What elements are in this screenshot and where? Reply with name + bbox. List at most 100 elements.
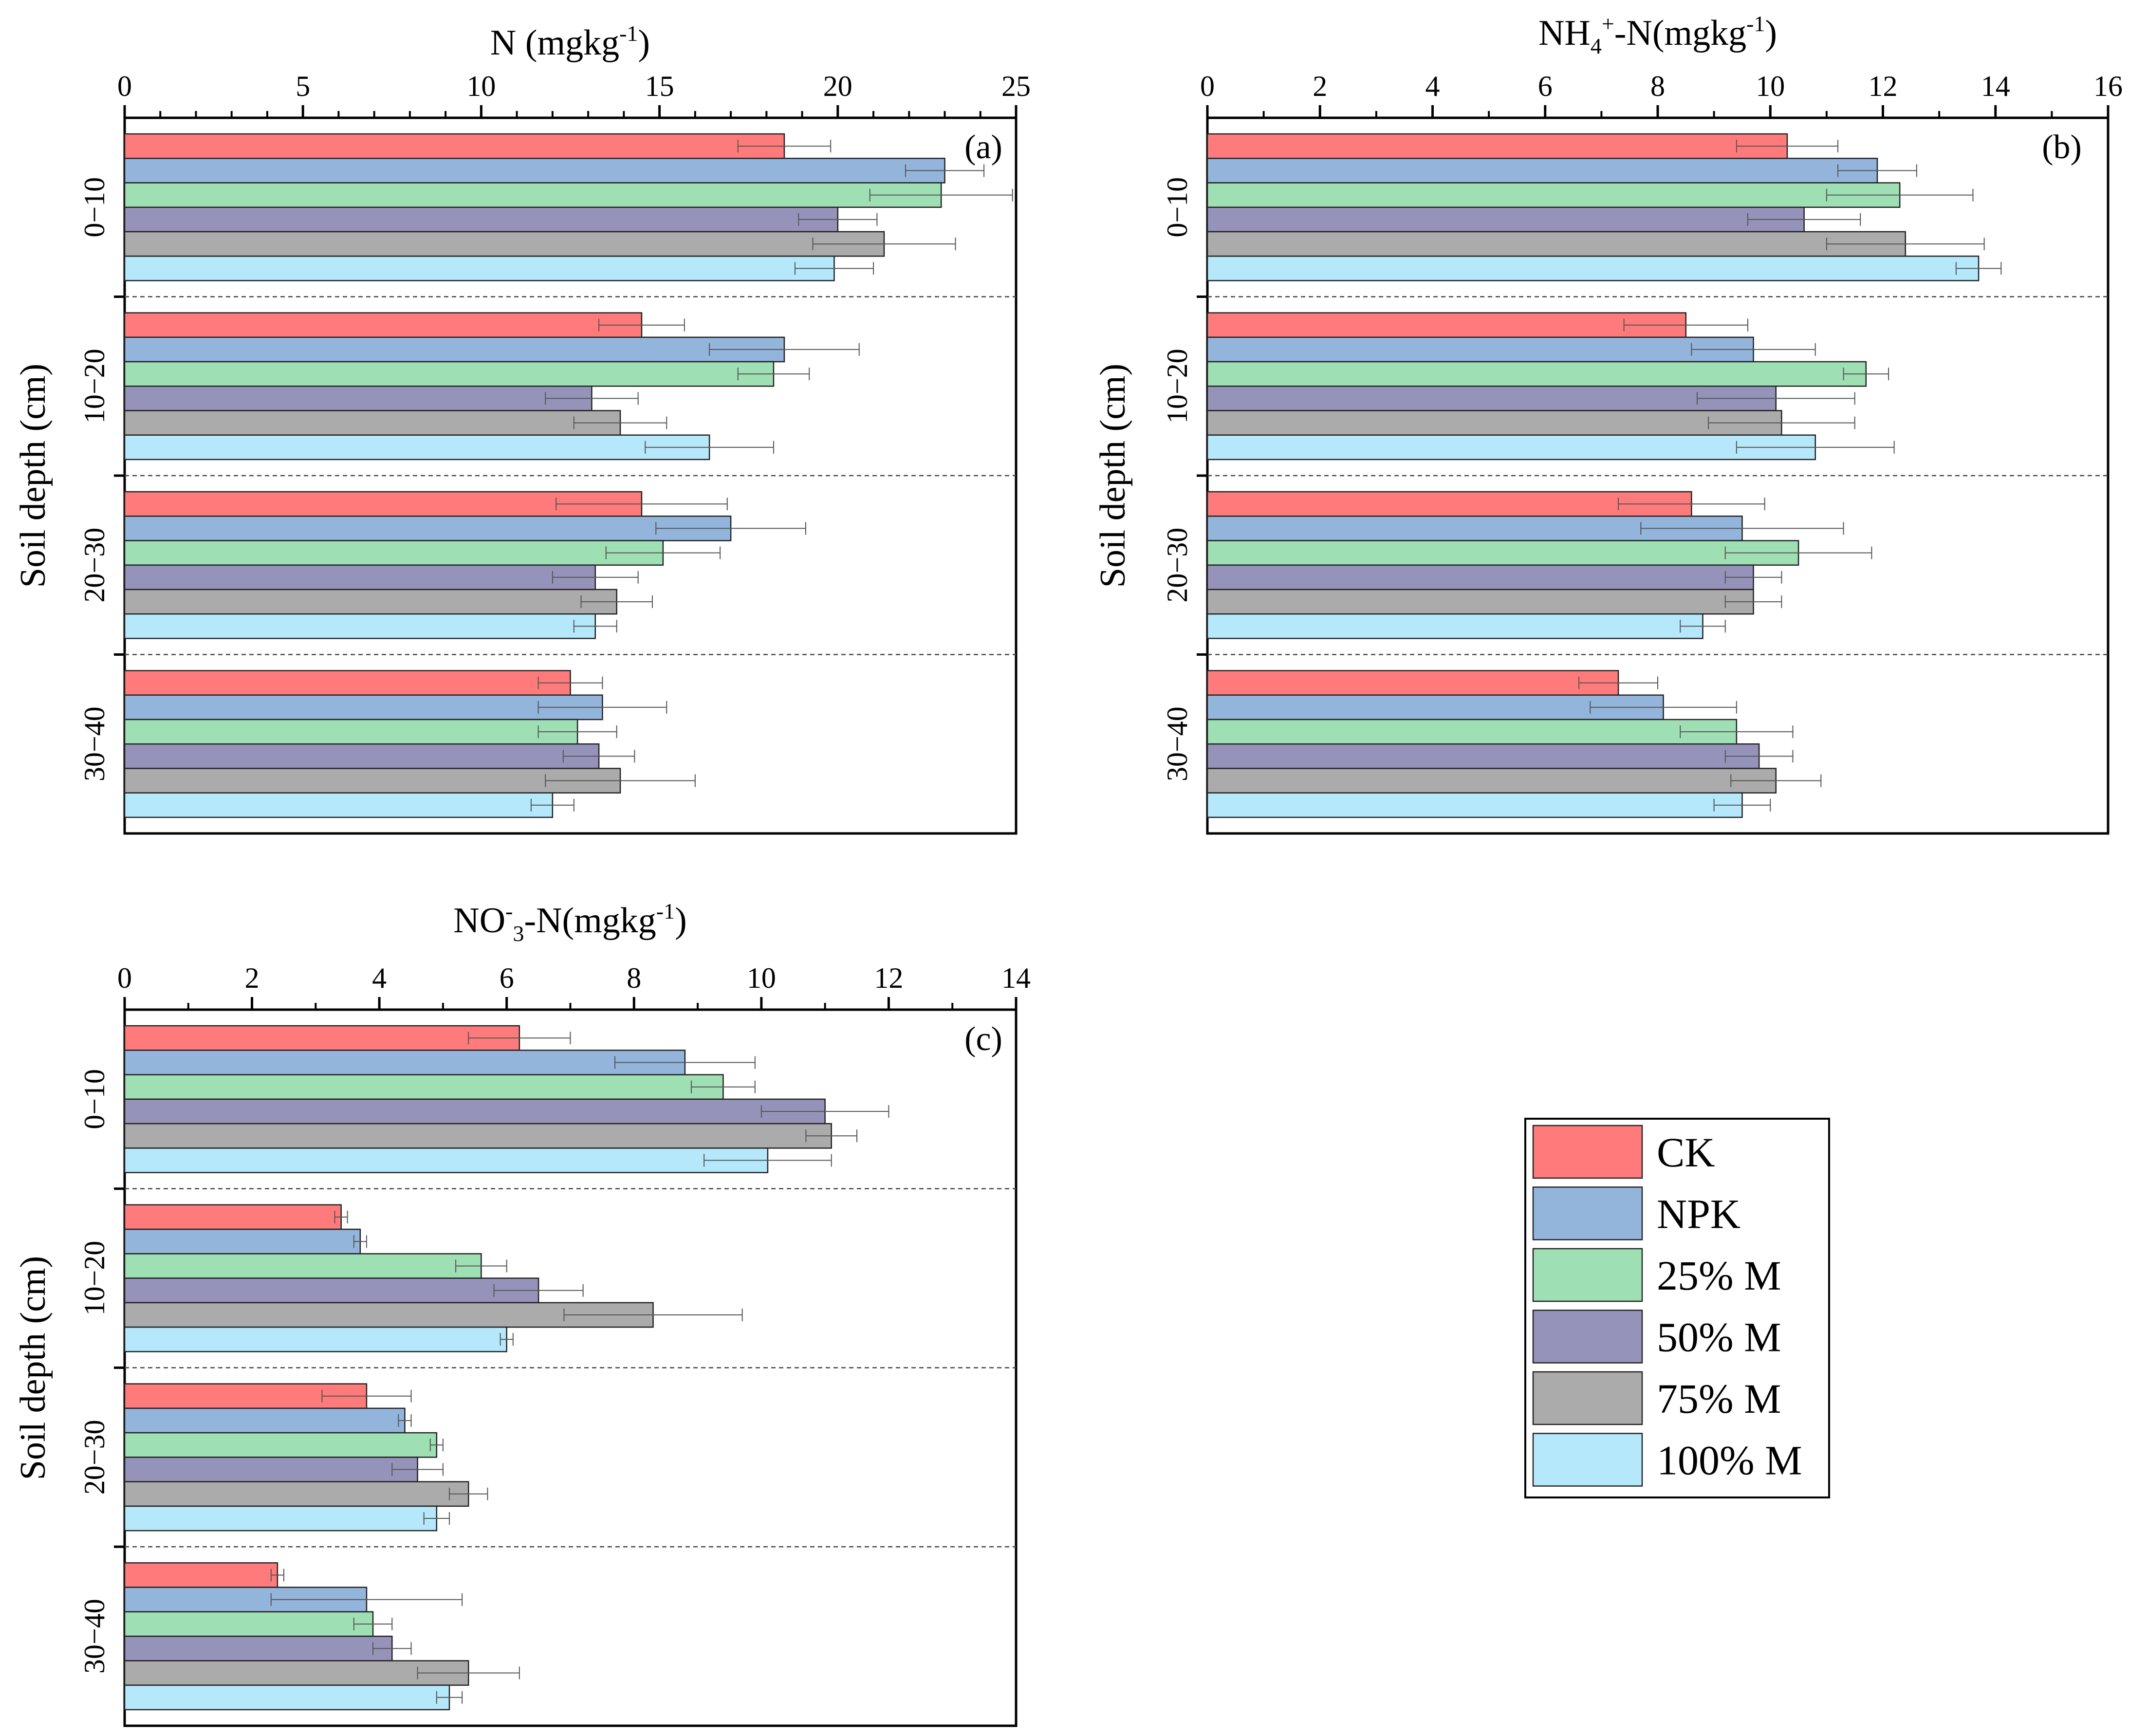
- category-label: 30−40: [78, 1599, 111, 1674]
- x-tick-label: 20: [823, 70, 852, 102]
- category-label: 10−20: [78, 1241, 111, 1316]
- x-tick-label: 10: [466, 70, 496, 102]
- title-part: -N(mgkg: [1614, 13, 1746, 53]
- bar: [124, 158, 945, 184]
- title-part: -: [505, 899, 513, 923]
- bar: [1206, 768, 1777, 794]
- bar: [1206, 613, 1703, 639]
- bar: [1206, 410, 1782, 436]
- bar: [1206, 336, 1754, 363]
- x-tick-label: 10: [1756, 70, 1785, 102]
- legend-swatch: [1532, 1371, 1643, 1425]
- bar: [1206, 792, 1743, 818]
- bar: [124, 613, 596, 639]
- chart-title: NO-3-N(mgkg-1): [453, 899, 687, 946]
- x-tick-label: 14: [1001, 962, 1031, 994]
- bar: [1206, 589, 1754, 615]
- bar: [124, 1228, 361, 1255]
- x-tick-label: 15: [645, 70, 674, 102]
- bar: [124, 1123, 832, 1149]
- bar: [1206, 206, 1805, 233]
- title-part: -1: [1746, 11, 1765, 36]
- bar: [124, 1660, 469, 1686]
- panel-label: (a): [964, 129, 1002, 166]
- bar: [1206, 361, 1867, 387]
- x-tick-label: 4: [1426, 70, 1440, 102]
- category-label: 20−30: [78, 1420, 111, 1495]
- title-part: NH: [1538, 13, 1591, 53]
- category-label: 0−10: [78, 1069, 111, 1129]
- bar: [124, 1505, 438, 1532]
- bar: [124, 361, 775, 387]
- chart-title: NH4+-N(mgkg-1): [1538, 11, 1777, 58]
- title-part: 3: [513, 921, 524, 946]
- category-label: 10−20: [78, 349, 111, 424]
- bar: [124, 1635, 393, 1662]
- bar: [124, 1050, 686, 1075]
- x-tick-label: 8: [627, 962, 641, 994]
- bar: [124, 255, 835, 281]
- legend-label: 50% M: [1657, 1314, 1781, 1361]
- bar: [124, 540, 664, 566]
- y-axis-label: Soil depth (cm): [1093, 364, 1133, 588]
- legend-swatch: [1532, 1186, 1643, 1240]
- chart-title: N (mgkg-1): [490, 21, 650, 63]
- title-part: -N(mgkg: [524, 901, 656, 941]
- bar: [124, 133, 785, 159]
- x-tick-label: 16: [2093, 70, 2123, 102]
- bar: [124, 491, 643, 517]
- legend-swatch: [1532, 1248, 1643, 1302]
- bar: [124, 206, 839, 233]
- bar: [124, 768, 621, 794]
- x-tick-label: 12: [874, 962, 903, 994]
- bar: [124, 1432, 438, 1458]
- category-label: 20−30: [1161, 528, 1193, 603]
- legend-label: NPK: [1657, 1191, 1740, 1237]
- y-axis-label: Soil depth (cm): [13, 1256, 53, 1480]
- panel-label: (c): [964, 1020, 1002, 1058]
- bar: [124, 589, 617, 615]
- panel-label: (b): [2042, 129, 2082, 166]
- title-part: 4: [1591, 34, 1602, 58]
- bar: [124, 1611, 374, 1637]
- bar: [124, 564, 596, 591]
- title-part: -1: [656, 899, 675, 923]
- bar: [124, 1562, 278, 1588]
- title-part: ): [1765, 13, 1777, 53]
- bar: [124, 516, 732, 541]
- bar: [124, 792, 554, 818]
- category-label: 30−40: [1161, 706, 1193, 781]
- bar: [1206, 386, 1777, 411]
- x-tick-label: 2: [1313, 70, 1327, 102]
- x-tick-label: 8: [1650, 70, 1665, 102]
- bar: [124, 694, 603, 720]
- panel-c-no3: 0 2 4 6 8 10 12 14 0−10 10−20 20−30 30−40 (c) Soil de…: [13, 899, 1031, 1727]
- x-tick-label: 6: [1538, 70, 1553, 102]
- bar: [124, 1204, 342, 1230]
- bar: [124, 231, 885, 257]
- legend-label: 75% M: [1657, 1375, 1781, 1422]
- bar: [1206, 564, 1754, 591]
- bar: [124, 1457, 418, 1482]
- bar: [124, 410, 621, 436]
- category-label: 0−10: [78, 177, 111, 238]
- bar: [124, 1481, 469, 1507]
- x-tick-label: 6: [500, 962, 514, 994]
- bar: [124, 1407, 406, 1434]
- panel-b-nh4: 0 2 4 6 8 10 12 14 16 0−10 10−20 20−30 30−40 (b) Soil …: [1093, 11, 2123, 835]
- x-tick-label: 0: [117, 70, 132, 102]
- x-tick-label: 0: [1200, 70, 1215, 102]
- category-label: 20−30: [78, 528, 111, 603]
- bar: [1206, 182, 1901, 208]
- bar: [124, 743, 600, 769]
- title-part: NO: [453, 901, 505, 941]
- bar: [124, 386, 592, 411]
- category-label: 0−10: [1161, 177, 1193, 238]
- bar: [1206, 255, 1980, 281]
- bar: [124, 1277, 539, 1304]
- bar: [1206, 540, 1799, 566]
- bar: [124, 670, 571, 696]
- title-part: -1: [619, 21, 638, 46]
- x-tick-label: 14: [1981, 70, 2010, 102]
